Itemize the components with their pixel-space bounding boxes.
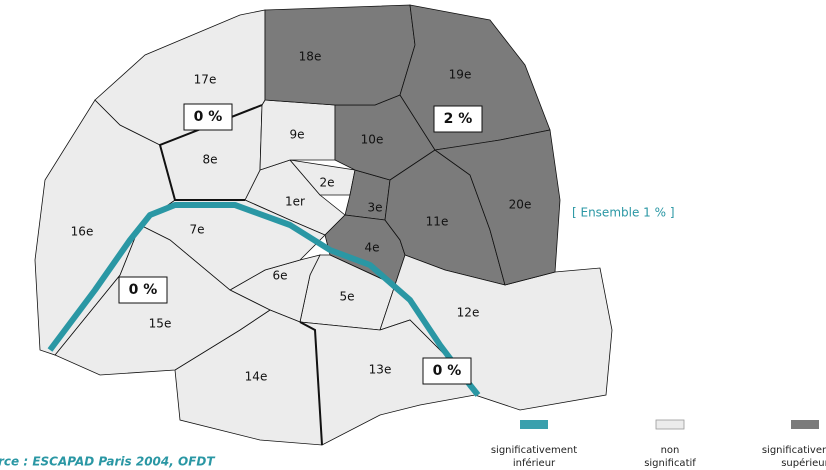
- district-label: 2e: [319, 176, 334, 190]
- district: [264, 4, 416, 106]
- legend-label: significatif: [644, 458, 696, 469]
- district-label: 14e: [245, 370, 268, 384]
- district-label: 17e: [194, 73, 217, 87]
- district-label: 9e: [289, 128, 304, 142]
- legend-label: inférieur: [513, 457, 556, 469]
- value-label: 0 %: [194, 109, 223, 125]
- legend-label: significativement: [762, 445, 826, 456]
- district-label: 12e: [457, 306, 480, 320]
- legend-label: non: [661, 445, 680, 456]
- legend-label: supérieur: [781, 457, 826, 469]
- district-label: 3e: [367, 201, 382, 215]
- value-box: [183, 103, 233, 131]
- district-label: 6e: [272, 269, 287, 283]
- legend-swatch: [520, 420, 548, 429]
- legend-swatch: [655, 419, 685, 430]
- district-label: 4e: [364, 241, 379, 255]
- district-label: 8e: [202, 153, 217, 167]
- district-label: 7e: [189, 223, 204, 237]
- value-label: 2 %: [444, 111, 473, 127]
- legend-swatch: [791, 420, 819, 429]
- district-label: 5e: [339, 290, 354, 304]
- district-label: 11e: [426, 215, 449, 229]
- value-label: 0 %: [433, 363, 462, 379]
- district-label: 16e: [71, 225, 94, 239]
- district-label: 13e: [369, 363, 392, 377]
- district-label: 20e: [509, 198, 532, 212]
- value-label: 0 %: [129, 282, 158, 298]
- district: [433, 129, 561, 286]
- district-label: 1er: [285, 195, 305, 209]
- value-box: [422, 357, 472, 385]
- overall-note: [ Ensemble 1 % ]: [572, 206, 675, 220]
- district-label: 18e: [299, 50, 322, 64]
- seine: [47, 202, 481, 397]
- value-box: [118, 276, 168, 304]
- value-box: [433, 105, 483, 133]
- district-label: 19e: [449, 68, 472, 82]
- districts: [34, 4, 613, 446]
- thick-border: [299, 321, 323, 446]
- district-label: 15e: [149, 317, 172, 331]
- legend-label: significativement: [491, 445, 577, 456]
- source: rce : ESCAPAD Paris 2004, OFDT: [0, 455, 215, 469]
- district-label: 10e: [361, 133, 384, 147]
